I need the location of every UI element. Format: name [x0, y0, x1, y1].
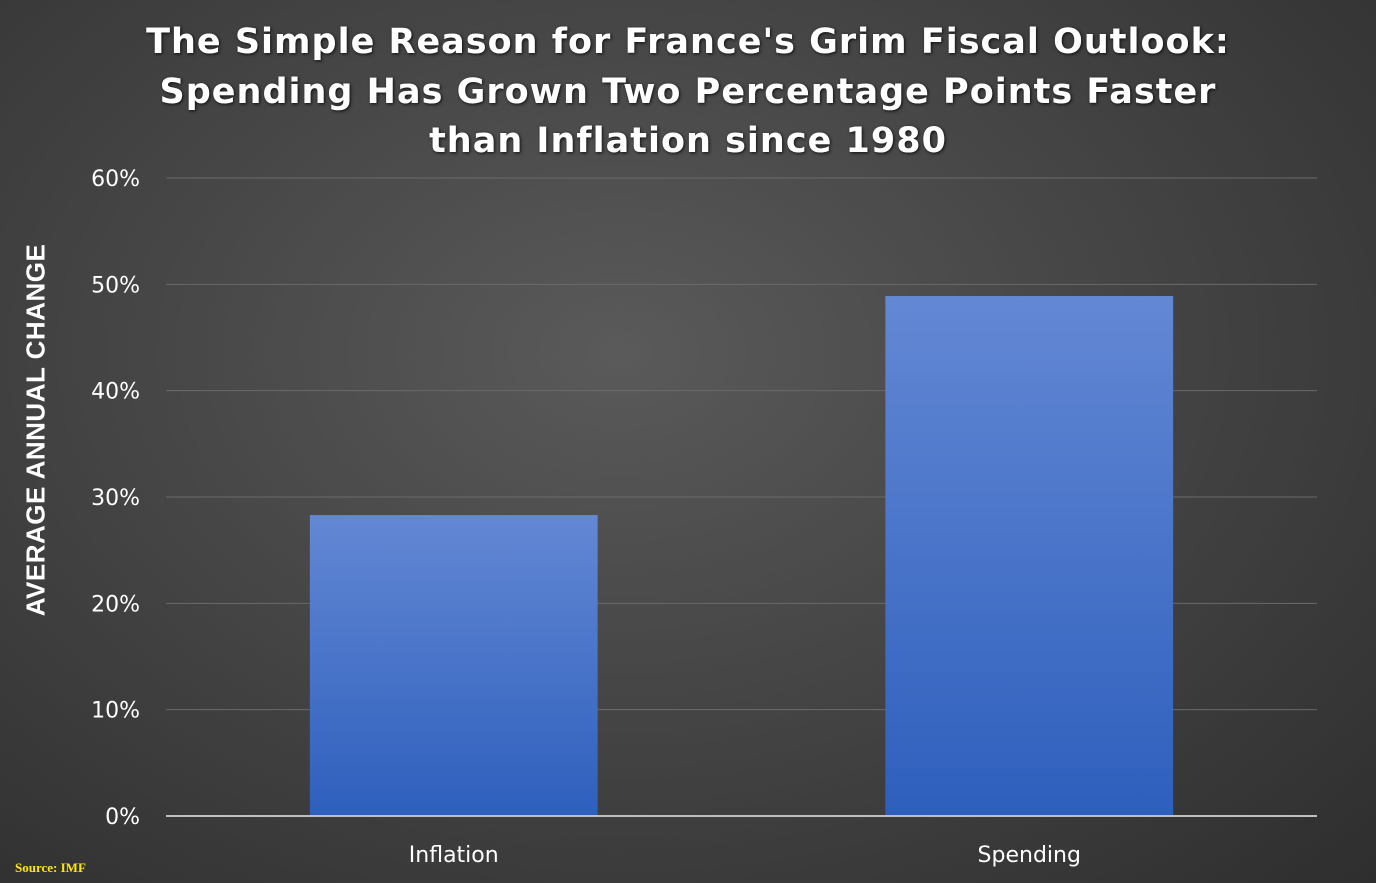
y-tick-label: 30% — [91, 486, 140, 511]
chart-title-line-2: Spending Has Grown Two Percentage Points… — [159, 72, 1217, 112]
chart-title-line-1: The Simple Reason for France's Grim Fisc… — [146, 22, 1230, 62]
y-tick-label: 50% — [91, 273, 140, 298]
bars — [309, 296, 1174, 816]
y-tick-label: 60% — [91, 167, 140, 192]
y-tick-label: 10% — [91, 699, 140, 724]
chart-title-line-3: than Inflation since 1980 — [429, 121, 947, 161]
bar-inflation — [309, 515, 598, 816]
x-tick-label: Inflation — [409, 843, 499, 868]
y-tick-labels: 0% 10% 20% 30% 40% 50% 60% — [91, 167, 140, 830]
y-tick-label: 0% — [105, 805, 140, 830]
x-tick-labels: Inflation Spending — [409, 843, 1081, 868]
source-note: Source: IMF — [15, 860, 86, 875]
y-tick-label: 40% — [91, 380, 140, 405]
x-tick-label: Spending — [978, 843, 1081, 868]
y-tick-label: 20% — [91, 592, 140, 617]
bar-spending — [885, 296, 1174, 816]
